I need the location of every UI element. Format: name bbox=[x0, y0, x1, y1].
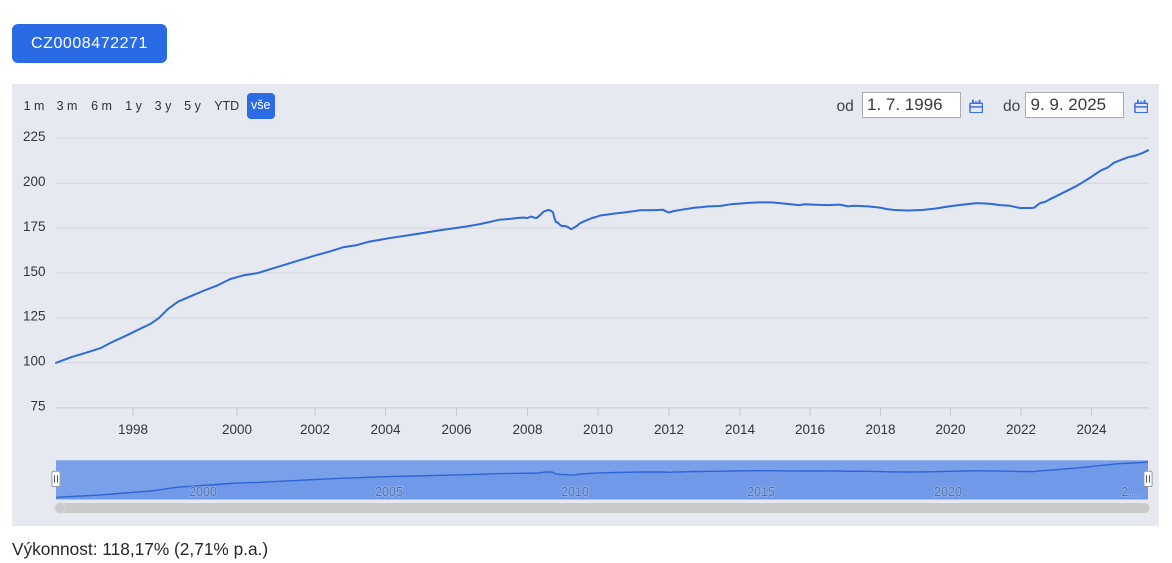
svg-text:2022: 2022 bbox=[1006, 422, 1036, 437]
svg-text:150: 150 bbox=[23, 264, 46, 279]
svg-text:2005: 2005 bbox=[375, 485, 403, 499]
svg-text:2015: 2015 bbox=[747, 485, 775, 499]
svg-text:2008: 2008 bbox=[512, 422, 542, 437]
svg-text:225: 225 bbox=[23, 129, 46, 144]
svg-text:2020: 2020 bbox=[935, 422, 965, 437]
svg-text:1998: 1998 bbox=[118, 422, 148, 437]
svg-text:2006: 2006 bbox=[441, 422, 471, 437]
svg-text:2002: 2002 bbox=[300, 422, 330, 437]
svg-text:100: 100 bbox=[23, 354, 46, 369]
svg-text:175: 175 bbox=[23, 219, 46, 234]
svg-text:2010: 2010 bbox=[561, 485, 589, 499]
svg-text:2000: 2000 bbox=[222, 422, 252, 437]
svg-text:200: 200 bbox=[23, 174, 46, 189]
svg-text:2020: 2020 bbox=[934, 485, 962, 499]
svg-text:75: 75 bbox=[30, 399, 45, 414]
svg-text:125: 125 bbox=[23, 309, 46, 324]
svg-text:2014: 2014 bbox=[725, 422, 756, 437]
svg-text:2000: 2000 bbox=[189, 485, 217, 499]
svg-text:2010: 2010 bbox=[583, 422, 613, 437]
svg-text:2012: 2012 bbox=[654, 422, 684, 437]
svg-text:2016: 2016 bbox=[795, 422, 825, 437]
svg-text:2024: 2024 bbox=[1076, 422, 1107, 437]
svg-text:2…: 2… bbox=[1121, 485, 1140, 499]
svg-text:2004: 2004 bbox=[370, 422, 401, 437]
svg-text:2018: 2018 bbox=[865, 422, 895, 437]
